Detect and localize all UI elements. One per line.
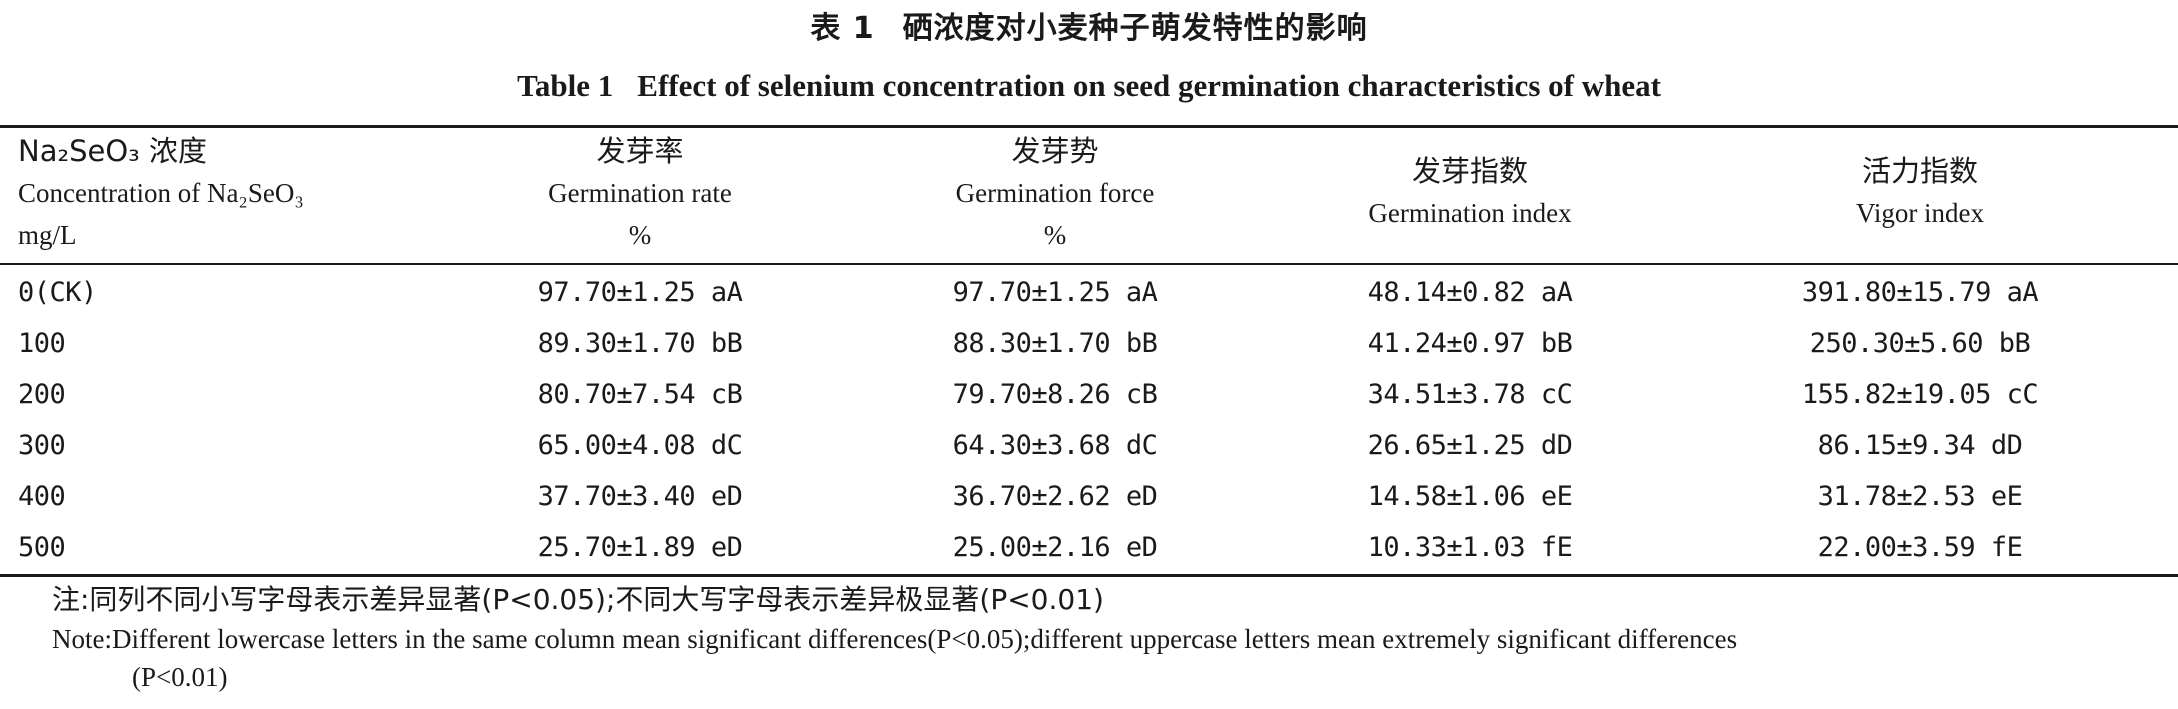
header-cn: 发芽势 [1011,134,1099,168]
header-cn: Na₂SeO₃ 浓度 [18,134,208,168]
table-note-en: Note:Different lowercase letters in the … [52,620,2152,696]
table-note-en-line1: Note:Different lowercase letters in the … [52,624,1738,654]
table-cell: 37.70±3.40 eD [537,481,743,512]
header-cn: 发芽指数 [1411,154,1528,188]
table-cell: 36.70±2.62 eD [952,481,1158,512]
header-en: Germination rate [548,178,732,208]
table-cell: 14.58±1.06 eE [1367,481,1573,512]
table-caption-cn: 硒浓度对小麦种子萌发特性的影响 [902,11,1368,46]
table-cell: 41.24±0.97 bB [1367,328,1573,359]
table-cell: 25.00±2.16 eD [952,532,1158,563]
table-cell: 79.70±8.26 cB [952,379,1158,410]
header-unit: % [1043,220,1067,250]
header-en: Concentration of Na₂SeO₃ [18,178,304,208]
table-header-rule [0,263,2178,265]
header-unit: mg/L [18,220,77,250]
header-cn: 活力指数 [1861,154,1978,188]
header-en: Germination index [1368,198,1572,228]
table-cell: 97.70±1.25 aA [952,277,1158,308]
table-cell: 88.30±1.70 bB [952,328,1158,359]
table-note-en-line2: (P<0.01) [132,662,228,692]
table-cell: 25.70±1.89 eD [537,532,743,563]
table-cell: 155.82±19.05 cC [1801,379,2039,410]
table-label-en: Table 1 [517,68,614,103]
table-cell: 64.30±3.68 dC [952,430,1158,461]
table-cell: 48.14±0.82 aA [1367,277,1573,308]
header-en: Germination force [955,178,1155,208]
table-cell: 391.80±15.79 aA [1801,277,2039,308]
table-cell: 34.51±3.78 cC [1367,379,1573,410]
table-cell: 250.30±5.60 bB [1809,328,2031,359]
table-title-en: Table 1 Effect of selenium concentration … [0,66,2178,106]
table-bottom-rule [0,574,2178,577]
table-caption-en: Effect of selenium concentration on seed… [637,68,1661,103]
table-cell: 10.33±1.03 fE [1367,532,1573,563]
table-cell: 22.00±3.59 fE [1817,532,2023,563]
header-vigor-index: 活力指数 Vigor index [1760,150,2080,234]
table-cell: 97.70±1.25 aA [537,277,743,308]
table-cell: 500 [18,532,66,563]
header-en: Vigor index [1855,198,1985,228]
table-cell: 31.78±2.53 eE [1817,481,2023,512]
table-cell: 300 [18,430,66,461]
table-cell: 26.65±1.25 dD [1367,430,1573,461]
table-title-cn: 表 1 硒浓度对小麦种子萌发特性的影响 [0,8,2178,50]
header-germination-rate: 发芽率 Germination rate % [480,130,800,256]
table-cell: 89.30±1.70 bB [537,328,743,359]
table-cell: 200 [18,379,66,410]
header-germination-force: 发芽势 Germination force % [890,130,1220,256]
header-germination-index: 发芽指数 Germination index [1300,150,1640,234]
table-cell: 100 [18,328,66,359]
header-unit: % [628,220,652,250]
table-note-cn: 注:同列不同小写字母表示差异显著(P<0.05);不同大写字母表示差异极显著(P… [52,583,1104,616]
table-cell: 0(CK) [18,277,97,308]
table-top-rule [0,125,2178,128]
header-concentration: Na₂SeO₃ 浓度 Concentration of Na₂SeO₃ mg/L [18,130,304,256]
header-cn: 发芽率 [596,134,684,168]
table-label-cn: 表 1 [810,11,875,46]
table-cell: 80.70±7.54 cB [537,379,743,410]
table-cell: 400 [18,481,66,512]
table-cell: 65.00±4.08 dC [537,430,743,461]
table-cell: 86.15±9.34 dD [1817,430,2023,461]
